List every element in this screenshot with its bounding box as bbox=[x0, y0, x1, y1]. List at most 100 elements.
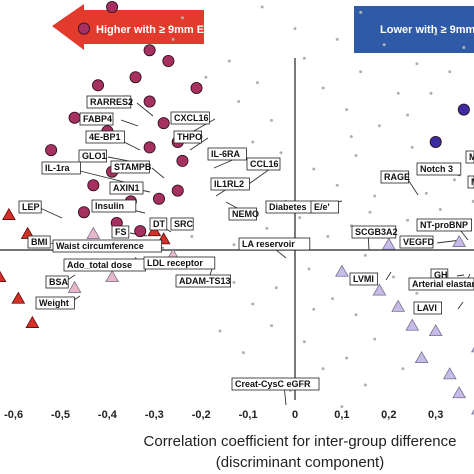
point-label-text: Diabetes bbox=[269, 202, 307, 212]
point-label-box bbox=[143, 256, 216, 270]
background-point bbox=[241, 351, 245, 355]
point-label-box bbox=[41, 161, 81, 175]
point-label: BSA bbox=[45, 275, 69, 289]
higher-banner-label: Higher with ≥ 9mm EAT bbox=[96, 24, 218, 36]
point-label: E/e' bbox=[310, 200, 340, 214]
data-point-triangle bbox=[2, 207, 16, 220]
point-label-text: RARRES2 bbox=[90, 97, 133, 107]
background-point bbox=[415, 291, 419, 295]
data-point-circle bbox=[45, 144, 58, 157]
background-point bbox=[471, 199, 474, 203]
background-point bbox=[218, 329, 222, 333]
background-point bbox=[307, 267, 311, 271]
data-point-circle bbox=[134, 225, 147, 238]
background-point bbox=[302, 56, 306, 60]
point-label: FABP4 bbox=[79, 112, 114, 126]
data-point-triangle bbox=[105, 269, 119, 283]
point-label-text: IL1RL2 bbox=[214, 179, 244, 189]
point-label-box bbox=[111, 225, 130, 239]
data-point-triangle bbox=[372, 283, 387, 296]
point-label-text: Waist circumference bbox=[56, 241, 144, 251]
background-point bbox=[391, 275, 395, 279]
point-label: Notch 3 bbox=[416, 162, 462, 176]
x-tick-label: -0,6 bbox=[4, 409, 23, 421]
point-label-box bbox=[399, 235, 434, 249]
point-label-box bbox=[175, 274, 231, 288]
point-label: IL1RL2 bbox=[210, 177, 250, 191]
background-point bbox=[293, 27, 297, 31]
point-label: THPO bbox=[173, 130, 202, 144]
data-point-triangle bbox=[471, 347, 474, 353]
background-point bbox=[251, 302, 255, 306]
data-point-circle bbox=[68, 111, 81, 124]
right-arrow-shape bbox=[354, 6, 474, 53]
background-point bbox=[424, 191, 428, 195]
background-point bbox=[354, 313, 358, 317]
data-point-triangle bbox=[11, 291, 26, 304]
point-label-box bbox=[52, 239, 162, 253]
background-point bbox=[302, 340, 306, 344]
background-point bbox=[359, 10, 363, 14]
point-label: LA reservoir bbox=[238, 237, 311, 251]
point-label-text: ADAM-TS13 bbox=[179, 276, 231, 286]
point-label-text: THPO bbox=[177, 132, 202, 142]
point-label: LDL receptor bbox=[143, 256, 216, 270]
background-point bbox=[438, 208, 442, 211]
point-label-text: SRC bbox=[174, 219, 194, 229]
data-point-triangle bbox=[391, 299, 406, 312]
x-tick-label: -0,5 bbox=[51, 409, 70, 421]
x-axis-title-line-2: (discriminant component) bbox=[216, 454, 384, 471]
point-label-text: NT-proBNP bbox=[420, 220, 468, 230]
background-point bbox=[232, 280, 236, 284]
point-label-box bbox=[170, 111, 210, 125]
background-point bbox=[171, 37, 175, 41]
background-point bbox=[462, 46, 466, 49]
leader-line bbox=[457, 301, 464, 310]
data-point-triangle bbox=[405, 318, 420, 331]
leader-line bbox=[189, 137, 209, 151]
point-label-text: NEMO bbox=[232, 209, 259, 219]
point-label-text: IL-1ra bbox=[45, 163, 71, 173]
point-label-box bbox=[18, 200, 42, 214]
point-label-text: AXIN1 bbox=[113, 183, 140, 193]
background-point bbox=[382, 43, 386, 47]
background-point bbox=[396, 91, 400, 95]
data-point-triangle bbox=[452, 234, 467, 247]
background-point bbox=[265, 226, 269, 230]
point-label: AXIN1 bbox=[109, 181, 144, 195]
point-label: Insulin bbox=[91, 199, 137, 213]
point-label-text: CCL16 bbox=[250, 159, 279, 169]
data-points bbox=[0, 1, 474, 419]
point-label-box bbox=[170, 217, 194, 231]
point-label-text: BMI bbox=[31, 237, 48, 247]
background-point bbox=[349, 135, 353, 139]
point-label-box bbox=[228, 207, 258, 221]
point-label-box bbox=[465, 150, 474, 164]
data-point-circle bbox=[129, 71, 142, 84]
point-label-text: LA reservoir bbox=[242, 239, 295, 249]
data-point-triangle bbox=[428, 323, 443, 337]
background-point bbox=[274, 286, 278, 290]
background-point bbox=[452, 178, 456, 182]
point-label-text: MM bbox=[471, 177, 474, 187]
data-point-triangle bbox=[471, 409, 474, 415]
point-label: Creat-CysC eGFR bbox=[231, 377, 320, 391]
point-label: RARRES2 bbox=[86, 95, 133, 109]
x-tick-label: 0,1 bbox=[334, 409, 349, 421]
background-point bbox=[227, 59, 231, 63]
point-label: NT-proBNP bbox=[416, 218, 472, 232]
background-point bbox=[180, 16, 184, 20]
data-point-circle bbox=[143, 95, 156, 108]
point-label: STAMPB bbox=[110, 160, 152, 174]
data-point-triangle bbox=[86, 226, 101, 239]
background-point bbox=[312, 167, 316, 171]
data-point-circle bbox=[157, 117, 170, 130]
data-point-circle bbox=[152, 192, 165, 205]
background-point bbox=[382, 415, 386, 419]
background-point bbox=[326, 235, 330, 238]
background-point bbox=[359, 70, 363, 74]
point-label: ADAM-TS13 bbox=[175, 274, 231, 288]
leader-line bbox=[385, 271, 392, 281]
point-label-text: LEP bbox=[22, 202, 40, 212]
data-point-circle bbox=[429, 135, 442, 148]
